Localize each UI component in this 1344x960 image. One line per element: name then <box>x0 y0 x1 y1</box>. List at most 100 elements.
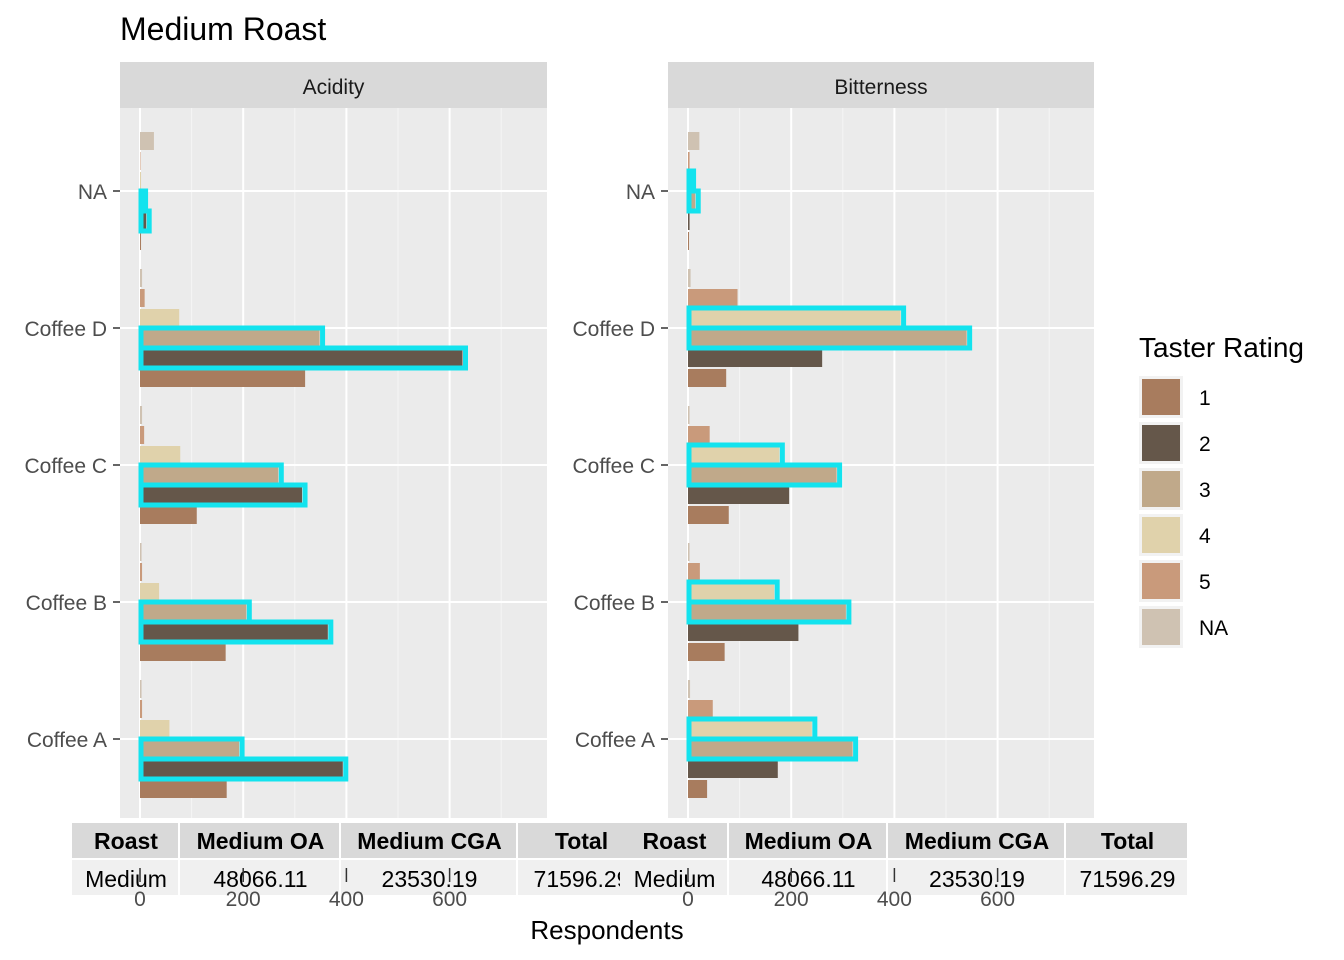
bar-coffee-c-rating-na <box>140 406 143 424</box>
bar-coffee-b-rating-5 <box>688 563 700 581</box>
bar-coffee-a-rating-3 <box>140 740 240 758</box>
highlight-coffee-d-rating-4 <box>686 305 907 331</box>
bar-coffee-a-rating-na <box>140 680 142 698</box>
legend-swatch <box>1142 471 1180 507</box>
table-cell-roast: Medium <box>85 866 167 892</box>
table-header-cell <box>1066 823 1187 858</box>
summary-tables: Roast Medium Medium OA 48066.11 Medium CGA 23… <box>72 823 1187 895</box>
y-tick-label-coffee-a: Coffee A <box>27 729 107 752</box>
table-body-cell <box>341 860 516 895</box>
x-tick-label-400: 400 <box>329 888 364 911</box>
facet-label-acidity: Acidity <box>303 76 365 99</box>
table-header-cell <box>620 823 727 858</box>
bar-coffee-c-rating-2 <box>688 486 790 504</box>
facet-panels: Acidity Coffee A Coffee B Coffee C Coffee D N… <box>25 62 1094 818</box>
bar-coffee-d-rating-3 <box>140 329 320 347</box>
bar-coffee-c-rating-3 <box>140 466 279 484</box>
bar-coffee-d-rating-5 <box>688 289 738 307</box>
bar-coffee-d-rating-1 <box>688 369 727 387</box>
table-body-cell <box>888 860 1064 895</box>
bar-coffee-d-rating-na <box>140 269 143 287</box>
bars <box>140 132 463 798</box>
legend-label: 2 <box>1199 433 1211 456</box>
bar-na-rating-na <box>688 132 700 150</box>
table-body-cell <box>729 860 886 895</box>
bar-na-rating-na <box>140 132 154 150</box>
table-header-roast: Roast <box>643 828 707 854</box>
summary-table: Roast Medium Medium OA 48066.11 Medium CGA 23… <box>72 823 643 895</box>
bar-coffee-d-rating-2 <box>140 349 463 367</box>
bar-coffee-b-rating-2 <box>140 623 328 641</box>
bar-coffee-b-rating-3 <box>688 603 846 621</box>
bar-coffee-a-rating-3 <box>688 740 853 758</box>
bar-coffee-b-rating-1 <box>688 643 725 661</box>
bar-coffee-b-rating-5 <box>140 563 143 581</box>
legend-item-4: 4 <box>1139 514 1211 556</box>
bar-coffee-c-rating-5 <box>688 426 710 444</box>
facet-label-bitterness: Bitterness <box>834 76 927 99</box>
bar-coffee-c-rating-3 <box>688 466 837 484</box>
table-cell-total: 71596.29 <box>1080 866 1176 892</box>
panel-bitterness: Bitterness Coffee A Coffee B Coffee C Coffee… <box>573 62 1094 818</box>
bar-coffee-a-rating-na <box>688 680 691 698</box>
legend-swatch <box>1142 563 1180 599</box>
bar-coffee-d-rating-1 <box>140 369 306 387</box>
legend-swatch <box>1142 517 1180 553</box>
y-tick-label-na: NA <box>626 181 655 204</box>
table-header-cell <box>341 823 516 858</box>
legend-label: 4 <box>1199 525 1211 548</box>
bar-coffee-b-rating-1 <box>140 643 226 661</box>
highlight-coffee-c-rating-3 <box>138 462 284 488</box>
table-header-total: Total <box>555 828 608 854</box>
table-cell-medium-cga: 23530.19 <box>929 866 1025 892</box>
facet-strip <box>120 62 547 108</box>
y-tick-label-na: NA <box>78 181 107 204</box>
bar-coffee-c-rating-4 <box>140 446 181 464</box>
table-cell-medium-oa: 48066.11 <box>213 866 307 892</box>
table-body-cell <box>620 860 727 895</box>
bar-coffee-c-rating-1 <box>688 506 729 524</box>
table-header-medium-cga: Medium CGA <box>905 828 1049 854</box>
y-tick-label-coffee-d: Coffee D <box>25 318 108 341</box>
table-cell-total: 71596.29 <box>534 866 630 892</box>
bar-coffee-b-rating-3 <box>140 603 247 621</box>
legend-item-3: 3 <box>1139 468 1211 510</box>
bar-na-rating-1 <box>140 232 142 250</box>
highlight-coffee-a-rating-3 <box>138 736 245 762</box>
x-tick-label-600: 600 <box>432 888 467 911</box>
x-tick-label-200: 200 <box>774 888 809 911</box>
bar-coffee-d-rating-5 <box>140 289 145 307</box>
legend-item-5: 5 <box>1139 560 1211 602</box>
bar-coffee-d-rating-4 <box>688 309 901 327</box>
legend-label: 3 <box>1199 479 1211 502</box>
bar-na-rating-5 <box>140 152 141 170</box>
y-tick-label-coffee-b: Coffee B <box>26 592 107 615</box>
x-axis-ticks: 0 200 400 600 0 200 400 600 <box>134 868 1015 911</box>
bar-coffee-b-rating-4 <box>688 583 775 601</box>
bar-coffee-c-rating-2 <box>140 486 303 504</box>
highlight-outlines <box>686 168 973 762</box>
legend-label: 5 <box>1199 571 1211 594</box>
table-cell-medium-oa: 48066.11 <box>761 866 855 892</box>
legend-swatch <box>1142 379 1180 415</box>
highlight-outlines <box>138 188 468 782</box>
bar-coffee-a-rating-2 <box>140 760 343 778</box>
bar-coffee-d-rating-4 <box>140 309 180 327</box>
bar-coffee-d-rating-2 <box>688 349 823 367</box>
highlight-na-rating-3 <box>138 188 149 214</box>
table-body-cell <box>1066 860 1187 895</box>
bar-coffee-c-rating-4 <box>688 446 780 464</box>
table-header-cell <box>72 823 178 858</box>
bar-coffee-b-rating-2 <box>688 623 799 641</box>
y-tick-label-coffee-d: Coffee D <box>573 318 656 341</box>
bar-na-rating-1 <box>688 232 690 250</box>
y-tick-label-coffee-c: Coffee C <box>573 455 656 478</box>
bar-coffee-b-rating-4 <box>140 583 160 601</box>
table-body-cell <box>72 860 178 895</box>
x-tick-label-400: 400 <box>877 888 912 911</box>
chart-title: Medium Roast <box>120 11 326 47</box>
table-cell-roast: Medium <box>634 866 716 892</box>
summary-table: Roast Medium Medium OA 48066.11 Medium CGA 23… <box>620 823 1187 895</box>
legend-item-na: NA <box>1139 606 1228 648</box>
